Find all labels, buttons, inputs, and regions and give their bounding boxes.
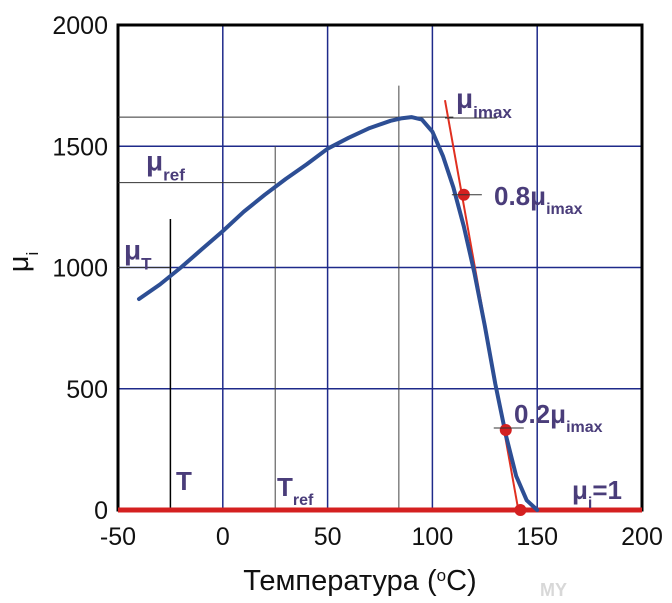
temperature-tref-label: Tref <box>277 472 314 509</box>
y-tick-label: 500 <box>66 376 108 404</box>
x-tick-label: 50 <box>314 523 342 551</box>
x-tick-label: 100 <box>412 523 454 551</box>
x-tick-label: -50 <box>100 523 136 551</box>
y-tick-label: 0 <box>94 497 108 525</box>
mu-ref-label: μref <box>146 146 185 185</box>
axis-titles: Температура (oC) μi <box>3 252 477 597</box>
watermark: MY <box>540 580 567 600</box>
mu-i-one-label: μi=1 <box>572 475 622 512</box>
x-tick-label: 200 <box>621 523 663 551</box>
marker-label-0-2: 0.2μimax <box>514 399 603 436</box>
y-tick-label: 2000 <box>52 12 108 40</box>
grid <box>116 23 644 512</box>
marker-label-0-8: 0.8μimax <box>494 181 583 218</box>
mu-t-label: μT <box>124 235 152 274</box>
y-tick-label: 1000 <box>52 255 108 283</box>
temperature-t-label: T <box>176 466 192 496</box>
permeability-curve <box>137 115 540 512</box>
markers <box>451 188 527 516</box>
annotations: μT μref μimax 0.8μimax 0.2μimax T Tref μi=1 MY <box>124 83 622 600</box>
y-axis-title: μi <box>3 252 42 273</box>
x-tick-label: 150 <box>516 523 558 551</box>
y-tick-label: 1500 <box>52 133 108 161</box>
mu-imax-label: μimax <box>456 83 512 122</box>
series-layer <box>118 99 642 513</box>
x-tick-label: 0 <box>216 523 230 551</box>
data-point-marker <box>499 423 512 436</box>
x-axis-title: Температура (oC) <box>243 565 476 597</box>
reference-lines <box>118 85 454 510</box>
data-point-marker <box>514 504 527 516</box>
